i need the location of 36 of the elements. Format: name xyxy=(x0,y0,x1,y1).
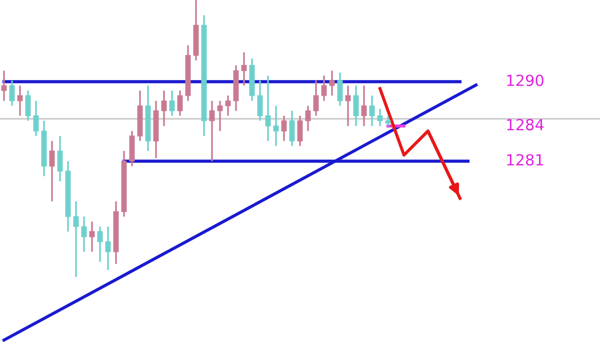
candlestick xyxy=(9,80,15,107)
candlestick xyxy=(105,226,111,271)
candlestick xyxy=(25,90,31,122)
candlestick xyxy=(241,52,247,86)
candlestick xyxy=(345,84,351,127)
text: 1284 xyxy=(507,118,544,130)
candlestick xyxy=(17,84,23,117)
candlestick xyxy=(321,74,327,102)
candlestick xyxy=(329,70,335,96)
candlestick xyxy=(209,100,215,162)
candlestick xyxy=(177,90,183,117)
candlestick xyxy=(33,100,39,137)
candlestick xyxy=(161,90,167,127)
candlestick xyxy=(313,80,319,117)
candlestick xyxy=(81,216,87,253)
candlestick xyxy=(281,114,287,142)
candlestick xyxy=(369,94,375,127)
text: 1281 xyxy=(507,154,544,166)
candlestick xyxy=(297,114,303,147)
candlestick xyxy=(265,74,271,142)
candlestick xyxy=(1,70,7,102)
candlestick xyxy=(305,104,311,132)
candlestick xyxy=(89,220,95,253)
candlestick xyxy=(49,140,55,202)
candlestick xyxy=(257,80,263,122)
candlestick xyxy=(97,226,103,263)
candlestick xyxy=(337,72,343,107)
candlestick xyxy=(273,104,279,147)
candlestick xyxy=(289,110,295,147)
text: 1290 xyxy=(507,74,544,86)
candlestick xyxy=(353,84,359,127)
candlestick xyxy=(57,135,63,182)
candlestick xyxy=(385,114,391,127)
candlestick xyxy=(361,84,367,127)
candlestick xyxy=(73,200,79,278)
candlestick xyxy=(169,90,175,117)
